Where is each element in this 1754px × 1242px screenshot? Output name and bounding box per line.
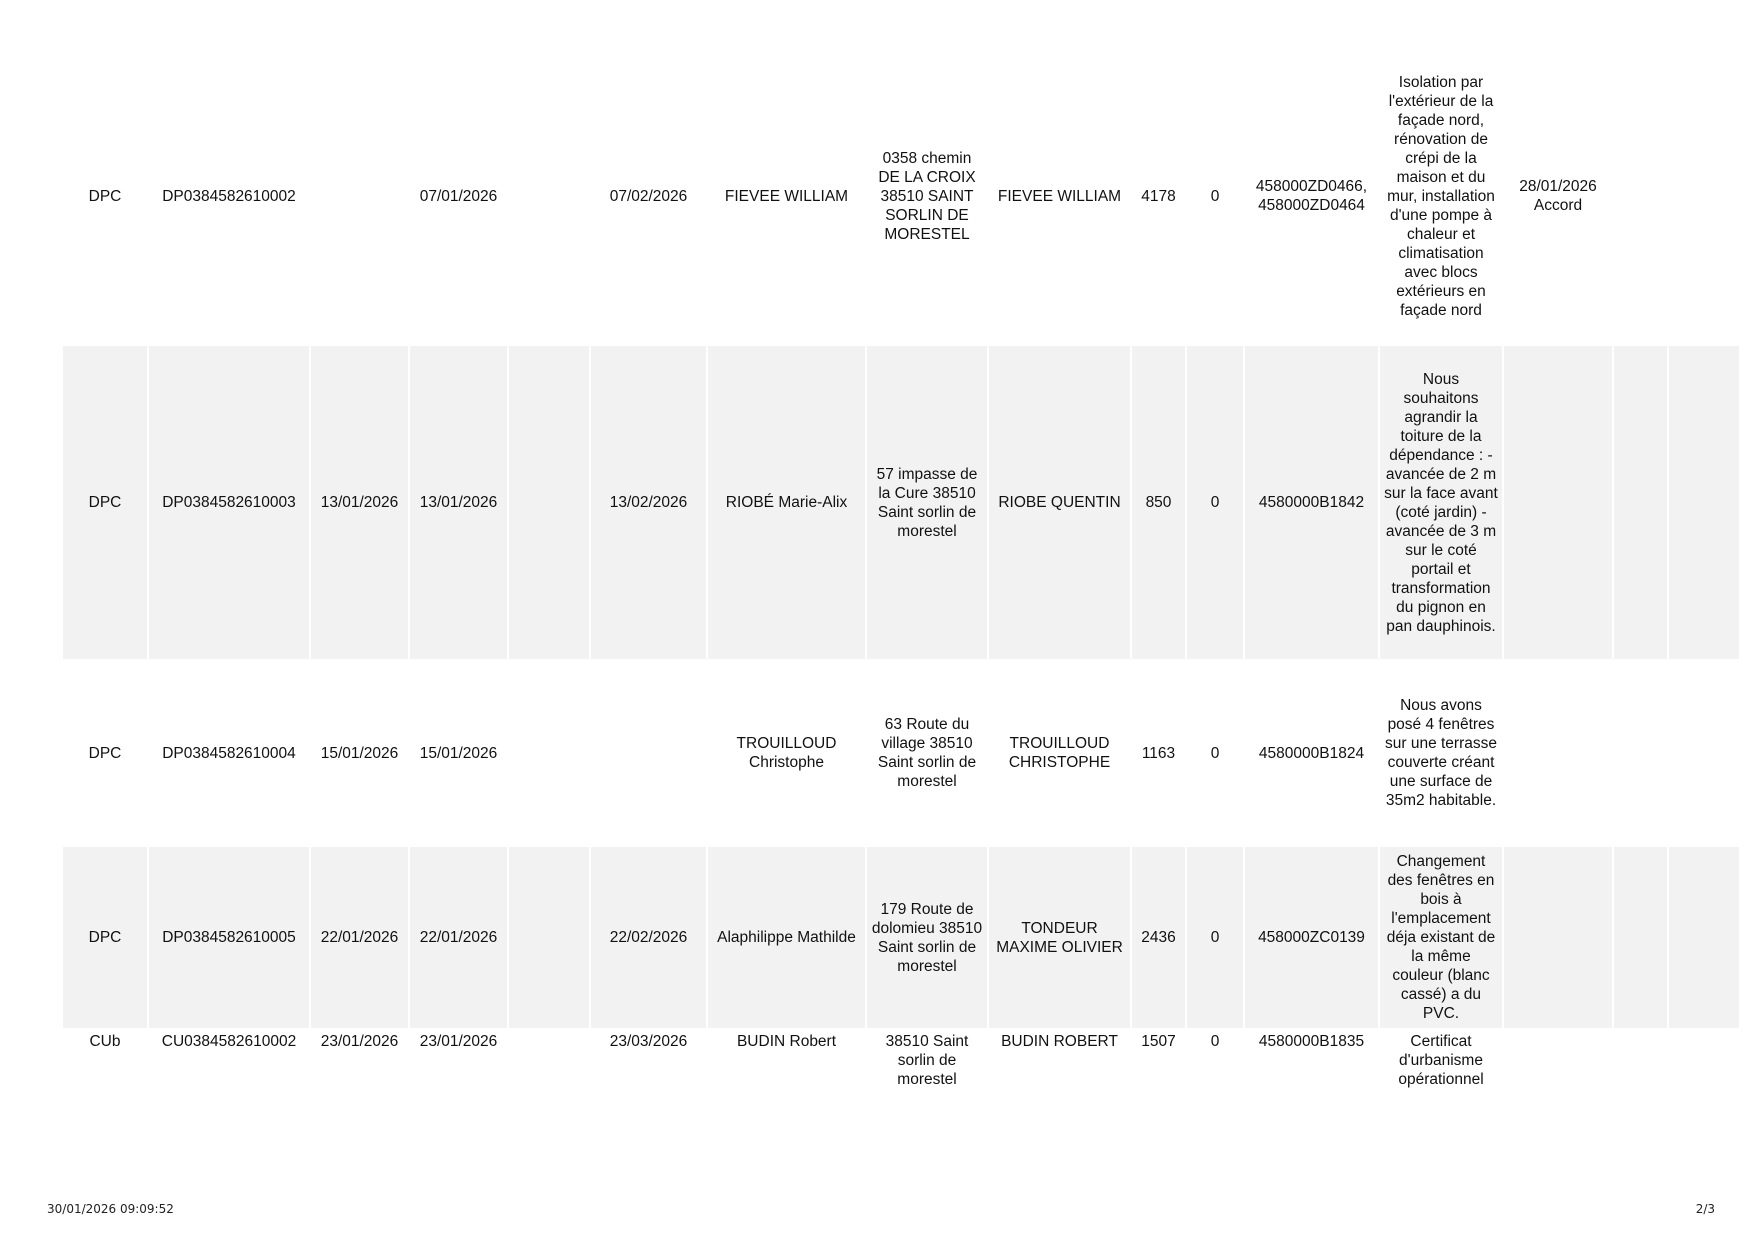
cell-col16 — [1669, 346, 1739, 659]
cell-col16 — [1669, 661, 1739, 845]
cell-col16 — [1669, 1030, 1739, 1102]
cell-col16 — [1669, 847, 1739, 1028]
cell-col5 — [509, 1030, 589, 1102]
cell-col15 — [1614, 346, 1667, 659]
cell-value: 0 — [1210, 744, 1220, 762]
cell-parcels: 4580000B1824 — [1258, 744, 1365, 762]
cell-address: 38510 Saint sorlin de morestel — [885, 1033, 969, 1088]
cell-surface: 1163 — [1141, 744, 1176, 762]
cell-col15 — [1614, 847, 1667, 1028]
cell-description: Certificat d'urbanisme opérationnel — [1398, 1033, 1484, 1088]
cell-surface: 2436 — [1132, 847, 1185, 1028]
cell-date1: 22/01/2026 — [311, 847, 408, 1028]
cell-col15 — [1614, 661, 1667, 845]
cell-date2: 15/01/2026 — [419, 744, 498, 762]
cell-col5 — [509, 48, 589, 344]
cell-applicant: Alaphilippe Mathilde — [708, 847, 865, 1028]
cell-applicant: TROUILLOUD Christophe — [736, 735, 837, 771]
cell-description: Isolation par l'extérieur de la façade n… — [1387, 73, 1495, 319]
cell-value: 0 — [1210, 187, 1220, 205]
cell-date1: 23/01/2026 — [320, 1033, 399, 1050]
cell-date3: 22/02/2026 — [591, 847, 706, 1028]
cell-date1 — [311, 48, 408, 344]
cell-surface: 4178 — [1141, 187, 1176, 205]
cell-type: DPC — [88, 187, 122, 205]
cell-owner: TROUILLOUD CHRISTOPHE — [1008, 735, 1111, 771]
cell-value: 0 — [1210, 1033, 1220, 1050]
cell-date1: 15/01/2026 — [320, 744, 399, 762]
cell-parcels: 458000ZC0139 — [1245, 847, 1378, 1028]
cell-description: Nous souhaitons agrandir la toiture de l… — [1380, 346, 1502, 659]
cell-applicant: FIEVEE WILLIAM — [724, 187, 849, 205]
cell-date3: 23/03/2026 — [609, 1033, 688, 1050]
cell-description: Changement des fenêtres en bois à l'empl… — [1380, 847, 1502, 1028]
table-row: CUb CU0384582610002 23/01/2026 23/01/2026 23… — [63, 1030, 1739, 1102]
cell-owner: TONDEUR MAXIME OLIVIER — [989, 847, 1130, 1028]
cell-value: 0 — [1187, 346, 1243, 659]
cell-type: DPC — [63, 346, 147, 659]
cell-date2: 23/01/2026 — [419, 1033, 498, 1050]
cell-decision — [1504, 1030, 1612, 1102]
cell-type: DPC — [88, 744, 122, 762]
page-number: 2/3 — [1695, 1202, 1715, 1216]
cell-address: 0358 chemin DE LA CROIX 38510 SAINT SORL… — [878, 149, 976, 243]
cell-date3: 07/02/2026 — [609, 187, 688, 205]
cell-number: DP0384582610004 — [162, 744, 296, 762]
cell-address: 63 Route du village 38510 Saint sorlin d… — [877, 716, 977, 790]
cell-col5 — [509, 847, 589, 1028]
cell-type: CUb — [89, 1033, 121, 1050]
cell-date1: 13/01/2026 — [311, 346, 408, 659]
cell-decision: 28/01/2026 Accord — [1519, 178, 1597, 214]
cell-description: Nous avons posé 4 fenêtres sur une terra… — [1385, 697, 1497, 809]
cell-col15 — [1614, 1030, 1667, 1102]
cell-decision — [1504, 661, 1612, 845]
cell-number: DP0384582610002 — [162, 187, 296, 205]
cell-number: DP0384582610003 — [149, 346, 309, 659]
cell-owner: FIEVEE WILLIAM — [997, 187, 1122, 205]
cell-date2: 22/01/2026 — [410, 847, 507, 1028]
cell-col5 — [509, 661, 589, 845]
cell-parcels: 4580000B1835 — [1258, 1033, 1365, 1050]
table-row: DPC DP0384582610003 13/01/2026 13/01/2026 13… — [63, 346, 1739, 659]
cell-number: CU0384582610002 — [161, 1033, 297, 1050]
table-row: DPC DP0384582610005 22/01/2026 22/01/2026 22… — [63, 847, 1739, 1028]
cell-type: DPC — [63, 847, 147, 1028]
cell-applicant: BUDIN Robert — [736, 1033, 837, 1050]
cell-decision — [1504, 346, 1612, 659]
cell-date3 — [591, 661, 706, 845]
cell-date2: 07/01/2026 — [419, 187, 498, 205]
cell-value: 0 — [1187, 847, 1243, 1028]
cell-owner: BUDIN ROBERT — [1001, 1033, 1118, 1050]
cell-applicant: RIOBÉ Marie-Alix — [708, 346, 865, 659]
print-timestamp: 30/01/2026 09:09:52 — [47, 1202, 174, 1216]
cell-owner: RIOBE QUENTIN — [989, 346, 1130, 659]
cell-number: DP0384582610005 — [149, 847, 309, 1028]
table-row: DPC DP0384582610002 07/01/2026 07/02/2026 FI… — [63, 48, 1739, 344]
cell-col5 — [509, 346, 589, 659]
cell-surface: 850 — [1132, 346, 1185, 659]
cell-surface: 1507 — [1141, 1033, 1176, 1050]
cell-parcels: 458000ZD0466, 458000ZD0464 — [1255, 178, 1368, 214]
cell-col15 — [1614, 48, 1667, 344]
cell-date2: 13/01/2026 — [410, 346, 507, 659]
cell-address: 57 impasse de la Cure 38510 Saint sorlin… — [867, 346, 987, 659]
table-row: DPC DP0384582610004 15/01/2026 15/01/2026 TR… — [63, 661, 1739, 845]
cell-address: 179 Route de dolomieu 38510 Saint sorlin… — [867, 847, 987, 1028]
cell-decision — [1504, 847, 1612, 1028]
permits-table: DPC DP0384582610002 07/01/2026 07/02/2026 FI… — [61, 46, 1741, 1104]
cell-date3: 13/02/2026 — [591, 346, 706, 659]
cell-parcels: 4580000B1842 — [1245, 346, 1378, 659]
cell-col16 — [1669, 48, 1739, 344]
